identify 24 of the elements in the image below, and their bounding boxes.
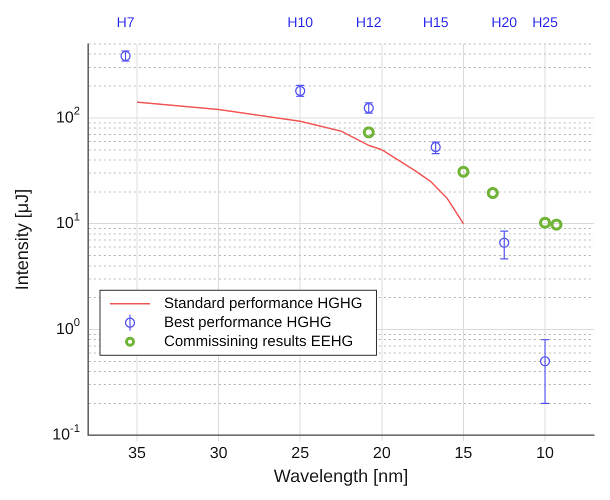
point bbox=[540, 356, 550, 366]
point bbox=[362, 126, 375, 138]
text: H10 bbox=[287, 14, 314, 30]
text: H7 bbox=[116, 14, 135, 30]
x-tick-label: 30 bbox=[210, 445, 228, 462]
x-axis-title: Wavelength [nm] bbox=[274, 466, 408, 486]
point bbox=[457, 166, 470, 178]
legend-label: Best performance HGHG bbox=[164, 314, 332, 331]
text: H20 bbox=[491, 14, 518, 30]
point bbox=[499, 238, 510, 248]
point bbox=[486, 187, 499, 200]
point bbox=[539, 216, 552, 229]
text: H25 bbox=[532, 14, 558, 30]
point bbox=[550, 218, 562, 231]
x-tick-label: 25 bbox=[291, 445, 310, 462]
x-tick-label: 10 bbox=[536, 445, 554, 462]
y-axis-title: Intensity [μJ] bbox=[12, 188, 32, 290]
text: H15 bbox=[422, 14, 449, 30]
text: H12 bbox=[356, 14, 382, 30]
legend-label: Commissining results EEHG bbox=[164, 332, 354, 350]
x-tick-label: 35 bbox=[128, 445, 146, 462]
x-tick-label: 20 bbox=[372, 445, 391, 462]
legend-label: Standard performance HGHG bbox=[164, 294, 362, 312]
x-tick-label: 15 bbox=[454, 445, 472, 462]
